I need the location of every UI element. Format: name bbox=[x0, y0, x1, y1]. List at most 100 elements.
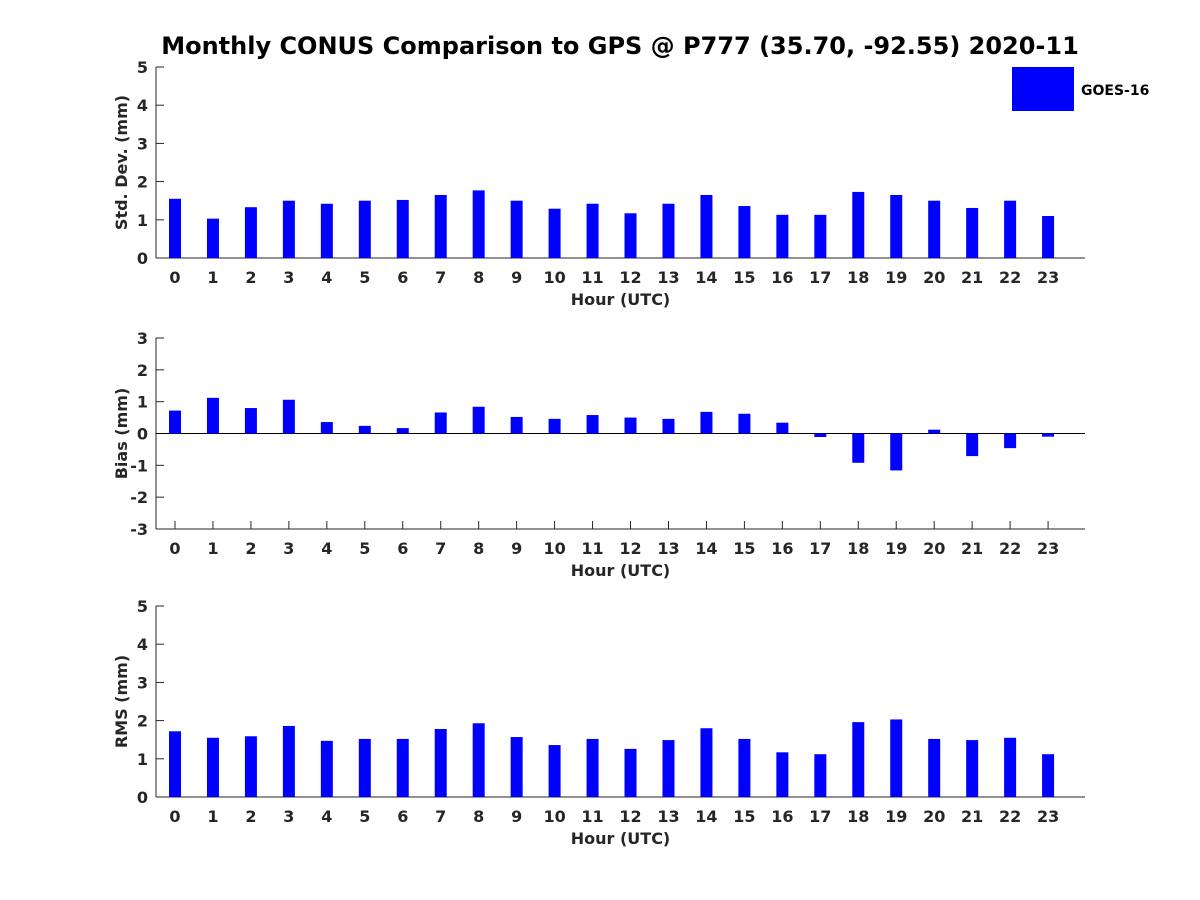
x-tick-label: 3 bbox=[283, 807, 294, 826]
chart-title: Monthly CONUS Comparison to GPS @ P777 (… bbox=[161, 32, 1079, 60]
bar-bias-hour-8 bbox=[472, 406, 485, 434]
x-tick-label: 21 bbox=[961, 539, 983, 558]
x-tick-label: 21 bbox=[961, 807, 983, 826]
y-tick-label: 0 bbox=[137, 788, 148, 807]
x-tick-label: 19 bbox=[885, 539, 907, 558]
bar-bias-hour-0 bbox=[169, 410, 181, 434]
bar-bias-hour-5 bbox=[358, 425, 371, 434]
bar-rms-hour-6 bbox=[396, 738, 409, 797]
bar-rms-hour-22 bbox=[1004, 737, 1017, 797]
bar-std-dev-hour-20 bbox=[928, 200, 941, 258]
y-tick-label: 1 bbox=[137, 393, 148, 412]
y-tick-label: 1 bbox=[137, 211, 148, 230]
bar-bias-hour-10 bbox=[548, 418, 561, 434]
bar-bias-hour-11 bbox=[586, 415, 599, 434]
bar-bias-hour-6 bbox=[396, 428, 409, 434]
bar-std-dev-hour-11 bbox=[586, 203, 599, 258]
y-tick-label: -1 bbox=[130, 456, 148, 475]
bar-rms-hour-13 bbox=[662, 740, 675, 797]
x-tick-label: 4 bbox=[321, 539, 332, 558]
x-tick-label: 22 bbox=[999, 539, 1021, 558]
x-tick-label: 9 bbox=[511, 268, 522, 287]
bar-rms-hour-19 bbox=[890, 719, 903, 797]
x-tick-label: 6 bbox=[397, 807, 408, 826]
x-axis-label: Hour (UTC) bbox=[571, 829, 671, 848]
y-tick-label: 5 bbox=[137, 58, 148, 77]
x-tick-label: 15 bbox=[733, 539, 755, 558]
x-tick-label: 1 bbox=[207, 268, 218, 287]
bar-rms-hour-21 bbox=[966, 740, 979, 797]
bar-bias-hour-12 bbox=[624, 417, 637, 434]
bar-rms-hour-20 bbox=[928, 738, 941, 797]
x-tick-label: 12 bbox=[619, 807, 641, 826]
x-tick-label: 3 bbox=[283, 268, 294, 287]
x-tick-label: 23 bbox=[1037, 268, 1059, 287]
x-tick-label: 9 bbox=[511, 539, 522, 558]
x-tick-label: 6 bbox=[397, 539, 408, 558]
y-tick-label: 5 bbox=[137, 597, 148, 616]
x-tick-label: 16 bbox=[771, 807, 793, 826]
bar-std-dev-hour-21 bbox=[966, 207, 979, 258]
x-tick-label: 13 bbox=[657, 268, 679, 287]
y-tick-label: 1 bbox=[137, 750, 148, 769]
bar-std-dev-hour-0 bbox=[169, 198, 181, 258]
bar-bias-hour-13 bbox=[662, 418, 675, 434]
bar-std-dev-hour-22 bbox=[1004, 200, 1017, 258]
x-tick-label: 4 bbox=[321, 268, 332, 287]
x-axis-label: Hour (UTC) bbox=[571, 290, 671, 309]
bar-std-dev-hour-23 bbox=[1042, 215, 1055, 258]
bar-bias-hour-7 bbox=[434, 412, 447, 434]
bar-rms-hour-15 bbox=[738, 738, 751, 797]
x-tick-label: 0 bbox=[169, 807, 180, 826]
bar-std-dev-hour-19 bbox=[890, 194, 903, 258]
bar-rms-hour-3 bbox=[282, 725, 295, 797]
bar-std-dev-hour-18 bbox=[852, 191, 865, 258]
x-tick-label: 10 bbox=[543, 268, 565, 287]
x-tick-label: 14 bbox=[695, 268, 717, 287]
legend-label: GOES-16 bbox=[1081, 83, 1149, 99]
bar-bias-hour-4 bbox=[320, 422, 333, 434]
y-axis-label: RMS (mm) bbox=[112, 655, 131, 748]
y-tick-label: 3 bbox=[137, 134, 148, 153]
y-tick-label: -3 bbox=[130, 520, 148, 539]
y-tick-label: 2 bbox=[137, 173, 148, 192]
x-tick-label: 8 bbox=[473, 807, 484, 826]
x-tick-label: 23 bbox=[1037, 807, 1059, 826]
bar-std-dev-hour-3 bbox=[282, 200, 295, 258]
x-tick-label: 6 bbox=[397, 268, 408, 287]
bar-bias-hour-23 bbox=[1042, 433, 1055, 437]
x-tick-label: 1 bbox=[207, 807, 218, 826]
bar-bias-hour-15 bbox=[738, 413, 751, 434]
bar-rms-hour-17 bbox=[814, 754, 827, 797]
y-tick-label: 4 bbox=[137, 96, 148, 115]
bar-rms-hour-11 bbox=[586, 738, 599, 797]
x-tick-label: 0 bbox=[169, 539, 180, 558]
bar-rms-hour-23 bbox=[1042, 754, 1055, 797]
bar-std-dev-hour-4 bbox=[320, 203, 333, 258]
x-tick-label: 7 bbox=[435, 807, 446, 826]
x-tick-label: 18 bbox=[847, 807, 869, 826]
bar-rms-hour-14 bbox=[700, 728, 713, 797]
x-tick-label: 12 bbox=[619, 539, 641, 558]
x-tick-label: 13 bbox=[657, 539, 679, 558]
x-tick-label: 7 bbox=[435, 268, 446, 287]
bar-std-dev-hour-9 bbox=[510, 200, 523, 258]
x-tick-label: 17 bbox=[809, 807, 831, 826]
x-tick-label: 20 bbox=[923, 539, 945, 558]
y-tick-label: 2 bbox=[137, 712, 148, 731]
x-tick-label: 22 bbox=[999, 268, 1021, 287]
x-tick-label: 16 bbox=[771, 268, 793, 287]
bar-bias-hour-14 bbox=[700, 411, 713, 434]
x-tick-label: 2 bbox=[245, 268, 256, 287]
bar-rms-hour-10 bbox=[548, 745, 561, 797]
x-tick-label: 10 bbox=[543, 539, 565, 558]
y-tick-label: 2 bbox=[137, 361, 148, 380]
bar-std-dev-hour-10 bbox=[548, 208, 561, 258]
x-tick-label: 1 bbox=[207, 539, 218, 558]
x-tick-label: 11 bbox=[581, 268, 603, 287]
bar-std-dev-hour-16 bbox=[776, 214, 789, 258]
bar-rms-hour-5 bbox=[358, 738, 371, 797]
y-axis-label: Std. Dev. (mm) bbox=[112, 95, 131, 230]
